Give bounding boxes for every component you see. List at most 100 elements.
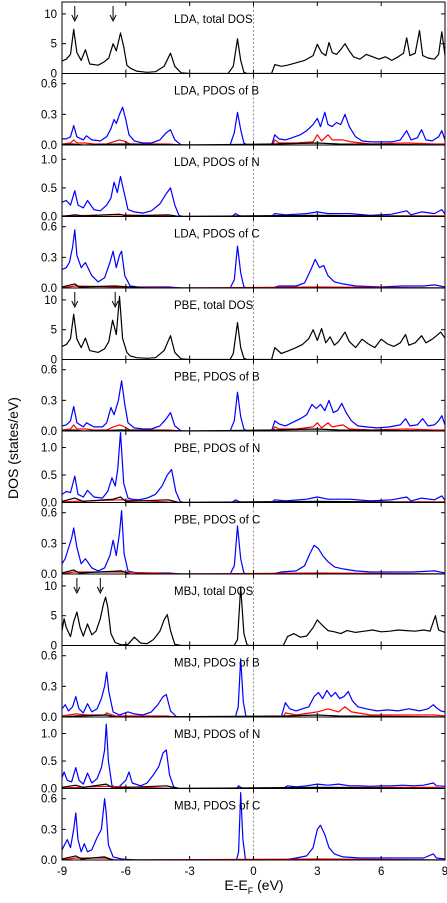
y-tick-label: 0.0: [41, 283, 57, 295]
panel-10: 0.0 0.5 1.0 MBJ, PDOS of N: [41, 716, 446, 796]
series-line-1: [62, 134, 445, 145]
panel-label: PBE, PDOS of B: [174, 372, 260, 384]
y-tick-label: 0.0: [41, 569, 57, 581]
x-tick-label: -9: [57, 866, 67, 878]
panel-label: LDA, PDOS of B: [174, 86, 259, 98]
x-axis-label: E-EF (eV): [224, 877, 283, 896]
x-tick-label: -3: [185, 866, 195, 878]
series-line-0: [62, 380, 445, 431]
y-tick-label: 0.6: [41, 365, 57, 377]
y-tick-label: 0: [51, 355, 57, 367]
arrow-marker: [96, 578, 104, 595]
panel-label: LDA, PDOS of N: [174, 157, 260, 169]
x-axis-label-main: E-E: [224, 877, 247, 893]
y-tick-label: 0.0: [41, 855, 57, 867]
x-axis-label-unit: (eV): [253, 877, 283, 893]
panel-label: MBJ, total DOS: [174, 586, 254, 598]
y-tick-label: 0.6: [41, 651, 57, 663]
series-line-0: [62, 28, 445, 74]
y-tick-label: 0.3: [41, 252, 57, 264]
y-tick-label: 0.0: [41, 140, 57, 152]
y-tick-label: 10: [44, 9, 57, 21]
y-tick-label: 0.6: [41, 79, 57, 91]
series-line-0: [62, 432, 445, 503]
series-line-2: [62, 428, 445, 431]
x-tick-label: 0: [250, 866, 256, 878]
panel-3: 0.0 0.3 0.6 LDA, PDOS of C: [41, 216, 446, 295]
y-tick-label: 0.6: [41, 222, 57, 234]
series-line-2: [62, 855, 445, 860]
y-tick-label: 5: [51, 611, 57, 623]
y-tick-label: 0: [51, 69, 57, 81]
y-tick-label: 0.5: [41, 470, 57, 482]
panel-9: 0.0 0.3 0.6 MBJ, PDOS of B: [41, 645, 446, 724]
x-axis: -9 -6 -3 0 3 6 9: [57, 866, 447, 878]
y-tick-label: 1.0: [41, 729, 57, 741]
y-tick-label: 0.5: [41, 756, 57, 768]
series-line-2: [62, 496, 445, 503]
y-tick-label: 0.6: [41, 508, 57, 520]
x-tick-label: 6: [378, 866, 384, 878]
series-line-0: [62, 175, 445, 217]
y-tick-label: 10: [44, 581, 57, 593]
series-line-0: [62, 658, 445, 717]
x-tick-label: -6: [121, 866, 131, 878]
y-tick-label: 10: [44, 295, 57, 307]
y-tick-label: 0.0: [41, 498, 57, 510]
panels-layer: 0 5 10 LDA, total DOS 0.0 0.3 0.6 LDA, PDOS of …: [41, 1, 446, 867]
panel-label: MBJ, PDOS of C: [174, 801, 260, 813]
series-line-0: [62, 295, 445, 360]
y-tick-label: 0.0: [41, 212, 57, 224]
panel-4: 0 5 10 PBE, total DOS: [44, 287, 446, 367]
panel-label: MBJ, PDOS of N: [174, 729, 260, 741]
panel-label: MBJ, PDOS of B: [174, 658, 260, 670]
x-axis-label-sub: F: [248, 886, 254, 896]
y-tick-label: 0.3: [41, 824, 57, 836]
series-line-2: [62, 569, 445, 574]
y-tick-label: 0.0: [41, 426, 57, 438]
panel-11: 0.0 0.3 0.6 MBJ, PDOS of C: [41, 788, 446, 867]
panel-5: 0.0 0.3 0.6 PBE, PDOS of B: [41, 359, 446, 438]
arrow-marker: [109, 6, 117, 23]
panel-0: 0 5 10 LDA, total DOS: [44, 1, 446, 81]
series-line-0: [62, 586, 445, 646]
panel-8: 0 5 10 MBJ, total DOS: [44, 573, 446, 653]
series-line-0: [62, 510, 445, 574]
y-tick-label: 0.3: [41, 538, 57, 550]
series-line-2: [62, 142, 445, 145]
arrow-marker: [111, 292, 119, 309]
panel-7: 0.0 0.3 0.6 PBE, PDOS of C: [41, 502, 446, 581]
arrow-marker: [73, 578, 81, 595]
panel-label: PBE, total DOS: [174, 300, 254, 312]
y-tick-label: 5: [51, 325, 57, 337]
series-line-2: [62, 283, 445, 288]
series-line-1: [62, 571, 445, 574]
x-tick-label: 9: [442, 866, 447, 878]
series-line-1: [62, 422, 445, 431]
y-tick-label: 1.0: [41, 154, 57, 166]
series-line-0: [62, 792, 445, 860]
arrow-marker: [71, 6, 79, 23]
panel-label: LDA, PDOS of C: [174, 229, 260, 241]
y-tick-label: 0.0: [41, 784, 57, 796]
panel-1: 0.0 0.3 0.6 LDA, PDOS of B: [41, 73, 446, 152]
y-tick-label: 0.3: [41, 395, 57, 407]
series-line-0: [62, 723, 445, 789]
y-tick-label: 0.5: [41, 183, 57, 195]
panel-label: PBE, PDOS of C: [174, 515, 260, 527]
y-tick-label: 0.6: [41, 794, 57, 806]
panel-6: 0.0 0.5 1.0 PBE, PDOS of N: [41, 430, 446, 510]
panel-label: LDA, total DOS: [174, 14, 253, 26]
y-tick-label: 0.3: [41, 681, 57, 693]
y-tick-label: 0.0: [41, 712, 57, 724]
y-tick-label: 0: [51, 641, 57, 653]
series-line-0: [62, 229, 445, 288]
x-tick-label: 3: [314, 866, 320, 878]
panel-label: PBE, PDOS of N: [174, 443, 260, 455]
y-axis-label: DOS (states/eV): [5, 397, 21, 499]
y-tick-label: 0.3: [41, 109, 57, 121]
series-line-0: [62, 106, 445, 145]
y-tick-label: 1.0: [41, 443, 57, 455]
arrow-marker: [71, 292, 79, 309]
